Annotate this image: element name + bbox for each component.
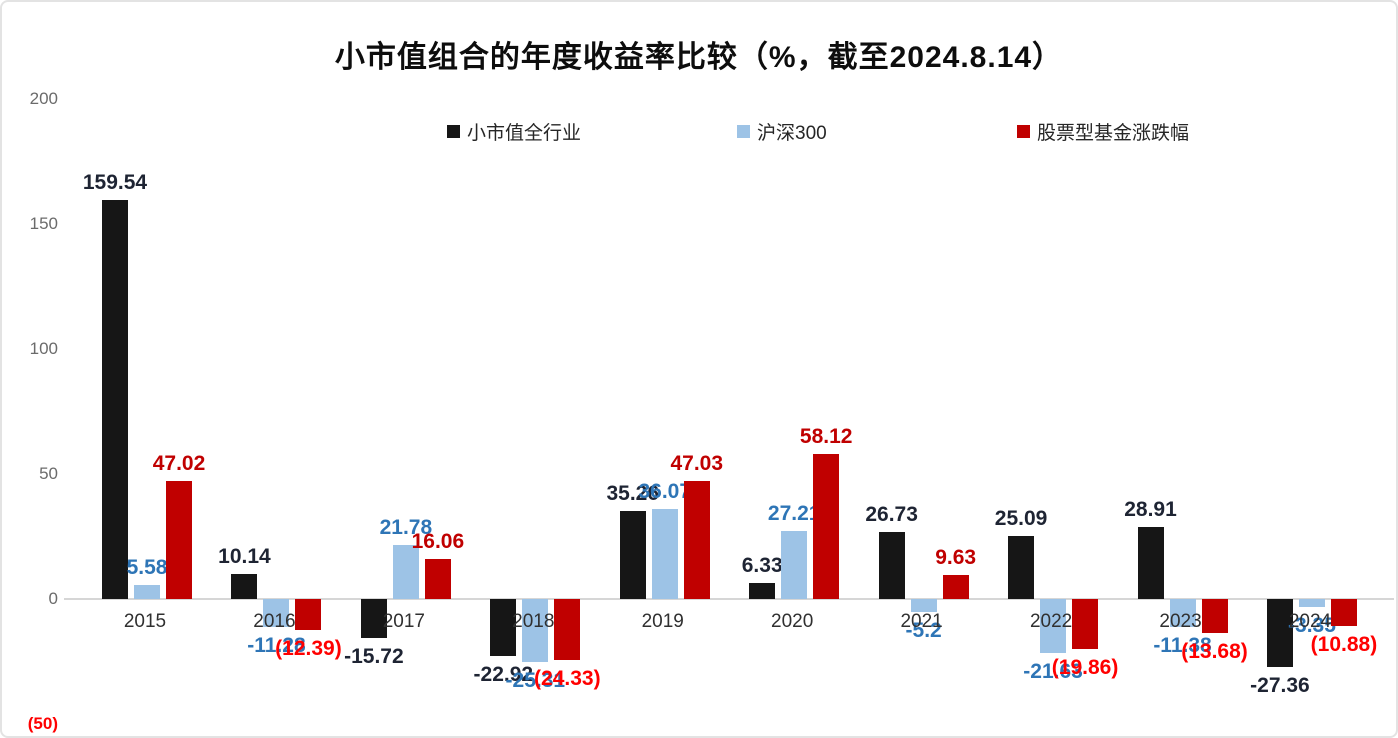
bar — [813, 453, 840, 599]
bar-value-label: -21.63 — [1023, 660, 1083, 684]
bar — [1040, 599, 1067, 654]
bar-value-label: 27.21 — [767, 501, 821, 525]
bar-value-label: 10.14 — [218, 544, 271, 568]
bar-value-label: 35.26 — [606, 481, 660, 505]
bar-value-label: 36.07 — [638, 479, 692, 503]
bar — [878, 532, 905, 599]
x-tick-label: 2023 — [1159, 611, 1202, 632]
bar — [619, 510, 646, 599]
bar — [554, 599, 581, 660]
y-tick-label: 150 — [29, 214, 58, 233]
bar-value-label: -5.2 — [905, 619, 942, 642]
bar — [102, 200, 128, 599]
bar-value-label: 25.09 — [994, 507, 1048, 531]
bar-value-label: -11.28 — [247, 634, 306, 658]
legend-square-icon — [737, 124, 750, 138]
bar — [134, 585, 160, 599]
legend-square-icon — [447, 124, 460, 138]
y-tick-label: 50 — [39, 464, 58, 483]
bar — [1008, 536, 1035, 599]
x-tick-label: 2024 — [1288, 611, 1332, 632]
bar — [942, 574, 969, 599]
chart-title: 小市值组合的年度收益率比较（%，截至2024.8.14） — [334, 41, 1064, 74]
legend-label: 沪深300 — [757, 122, 827, 144]
y-tick-label: 100 — [29, 339, 58, 358]
bar — [392, 544, 419, 599]
x-tick-label: 2020 — [771, 611, 814, 632]
bar-value-label: 58.12 — [799, 424, 853, 448]
y-tick-label: (50) — [27, 714, 58, 733]
bar-value-label: (24.33) — [534, 666, 601, 690]
legend-label: 小市值全行业 — [467, 122, 582, 144]
x-tick-label: 2022 — [1029, 611, 1073, 632]
y-tick-label: 200 — [29, 89, 58, 108]
bar-value-label: 16.06 — [411, 529, 465, 553]
bar-value-label: 159.54 — [82, 171, 148, 195]
bar-value-label: 6.33 — [741, 554, 783, 578]
bar — [522, 599, 549, 663]
bar-value-label: (12.39) — [275, 636, 342, 660]
bar — [295, 599, 322, 630]
bar — [1201, 599, 1228, 634]
bar — [910, 599, 937, 612]
bar — [490, 599, 517, 657]
bar-value-label: -15.72 — [344, 645, 404, 669]
legend-item-csi300: 沪深300 — [737, 118, 827, 144]
bar — [1330, 599, 1357, 627]
bar-value-label: 9.63 — [935, 545, 977, 569]
bar-value-label: 28.91 — [1124, 497, 1177, 521]
bar — [683, 481, 710, 599]
bar-value-label: 26.73 — [865, 503, 918, 527]
legend-item-small-cap: 小市值全行业 — [447, 118, 581, 144]
bar-value-label: 5.58 — [126, 556, 168, 580]
bar — [166, 481, 192, 599]
bar — [424, 558, 451, 599]
bar-value-label: 47.02 — [152, 452, 206, 476]
zero-axis-line — [64, 598, 1394, 600]
bar-value-label: -3.35 — [1288, 614, 1336, 638]
bar — [1266, 599, 1293, 668]
x-tick-label: 2021 — [900, 611, 943, 632]
bar-value-label: 47.03 — [670, 452, 724, 476]
legend-item-equity-fund: 股票型基金涨跌幅 — [1017, 118, 1189, 144]
bar — [749, 583, 776, 599]
legend-label: 股票型基金涨跌幅 — [1037, 122, 1190, 144]
bar — [1072, 599, 1099, 649]
bar — [1298, 599, 1325, 608]
x-tick-label: 2017 — [382, 611, 426, 632]
bar-value-label: -25.31 — [505, 669, 566, 693]
bar — [360, 599, 387, 639]
bar — [1137, 526, 1164, 599]
y-tick-label: 0 — [48, 589, 58, 608]
x-tick-label: 2018 — [512, 611, 555, 632]
bar-value-label: (13.68) — [1181, 640, 1248, 664]
bar-value-label: -27.36 — [1250, 674, 1310, 698]
bar — [781, 530, 808, 599]
x-tick-label: 2015 — [123, 611, 167, 632]
x-tick-label: 2019 — [641, 611, 684, 632]
bar-value-label: (10.88) — [1310, 633, 1378, 657]
legend-square-icon — [1017, 124, 1030, 138]
bar — [231, 573, 258, 599]
bar — [263, 599, 290, 628]
x-tick-label: 2016 — [253, 611, 296, 632]
bar-value-label: (19.86) — [1051, 655, 1119, 679]
bar-value-label: -11.38 — [1153, 634, 1212, 658]
bar-value-label: -22.92 — [473, 663, 534, 687]
bar — [1169, 599, 1196, 628]
bar — [651, 508, 678, 599]
bar-value-label: 21.78 — [379, 515, 433, 539]
